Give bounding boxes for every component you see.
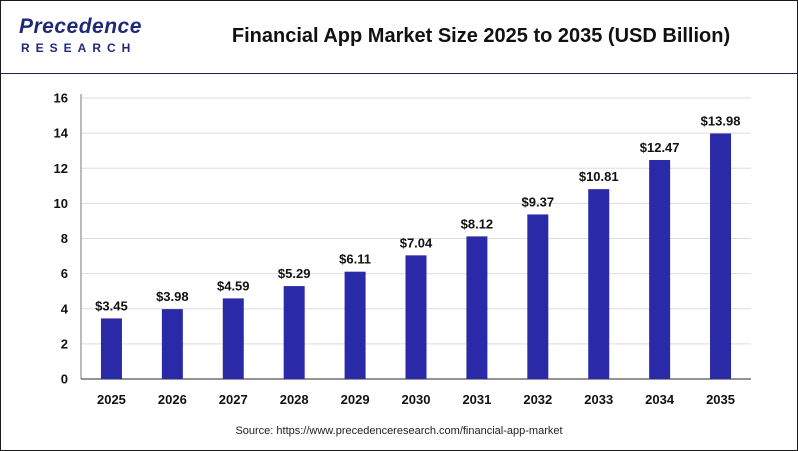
logo-subtext: RESEARCH (21, 41, 137, 55)
source-note: Source: https://www.precedenceresearch.c… (235, 425, 563, 437)
bar (405, 255, 427, 379)
data-label: $12.47 (640, 140, 680, 155)
x-tick-label: 2029 (341, 392, 370, 407)
x-tick-label: 2027 (219, 392, 248, 407)
x-tick-label: 2033 (584, 392, 613, 407)
bar-chart: 0 2 4 6 8 10 12 14 16 $3.45 2025 $3.98 2026 $4.59 2027… (54, 91, 751, 407)
chart-title: Financial App Market Size 2025 to 2035 (… (231, 25, 731, 47)
data-label: $6.11 (339, 252, 371, 267)
bar (466, 236, 488, 379)
bar (344, 271, 366, 379)
data-label: $3.45 (95, 298, 128, 313)
data-label: $4.59 (217, 278, 250, 293)
y-tick-label: 2 (61, 336, 68, 351)
data-label: $8.12 (461, 216, 494, 231)
x-tick-label: 2026 (158, 392, 187, 407)
bar (283, 286, 305, 379)
y-tick-label: 8 (61, 231, 68, 246)
y-tick-label: 12 (54, 161, 68, 176)
brand-logo: Precedence RESEARCH (15, 13, 145, 61)
data-label: $10.81 (579, 169, 619, 184)
x-tick-label: 2030 (402, 392, 431, 407)
bar (710, 133, 732, 379)
x-tick-label: 2034 (645, 392, 675, 407)
header: Precedence RESEARCH Financial App Market… (1, 1, 797, 74)
x-tick-label: 2035 (706, 392, 735, 407)
y-tick-label: 4 (61, 301, 69, 316)
data-label: $3.98 (156, 289, 189, 304)
x-tick-label: 2028 (280, 392, 309, 407)
bar (527, 214, 549, 379)
bar (588, 189, 610, 379)
x-tick-label: 2032 (523, 392, 552, 407)
bar (222, 298, 244, 379)
bar (649, 159, 671, 379)
x-tick-label: 2031 (462, 392, 491, 407)
data-label: $5.29 (278, 266, 311, 281)
y-tick-label: 14 (54, 126, 69, 141)
y-tick-label: 16 (54, 91, 68, 106)
y-tick-label: 10 (54, 196, 68, 211)
data-label: $13.98 (701, 113, 741, 128)
logo-wordmark: Precedence (19, 15, 142, 38)
y-tick-label: 6 (61, 266, 68, 281)
data-label: $7.04 (400, 235, 433, 250)
x-tick-label: 2025 (97, 392, 126, 407)
y-tick-label: 0 (61, 372, 68, 387)
data-label: $9.37 (522, 194, 555, 209)
bar (161, 309, 183, 379)
bar (100, 318, 122, 379)
